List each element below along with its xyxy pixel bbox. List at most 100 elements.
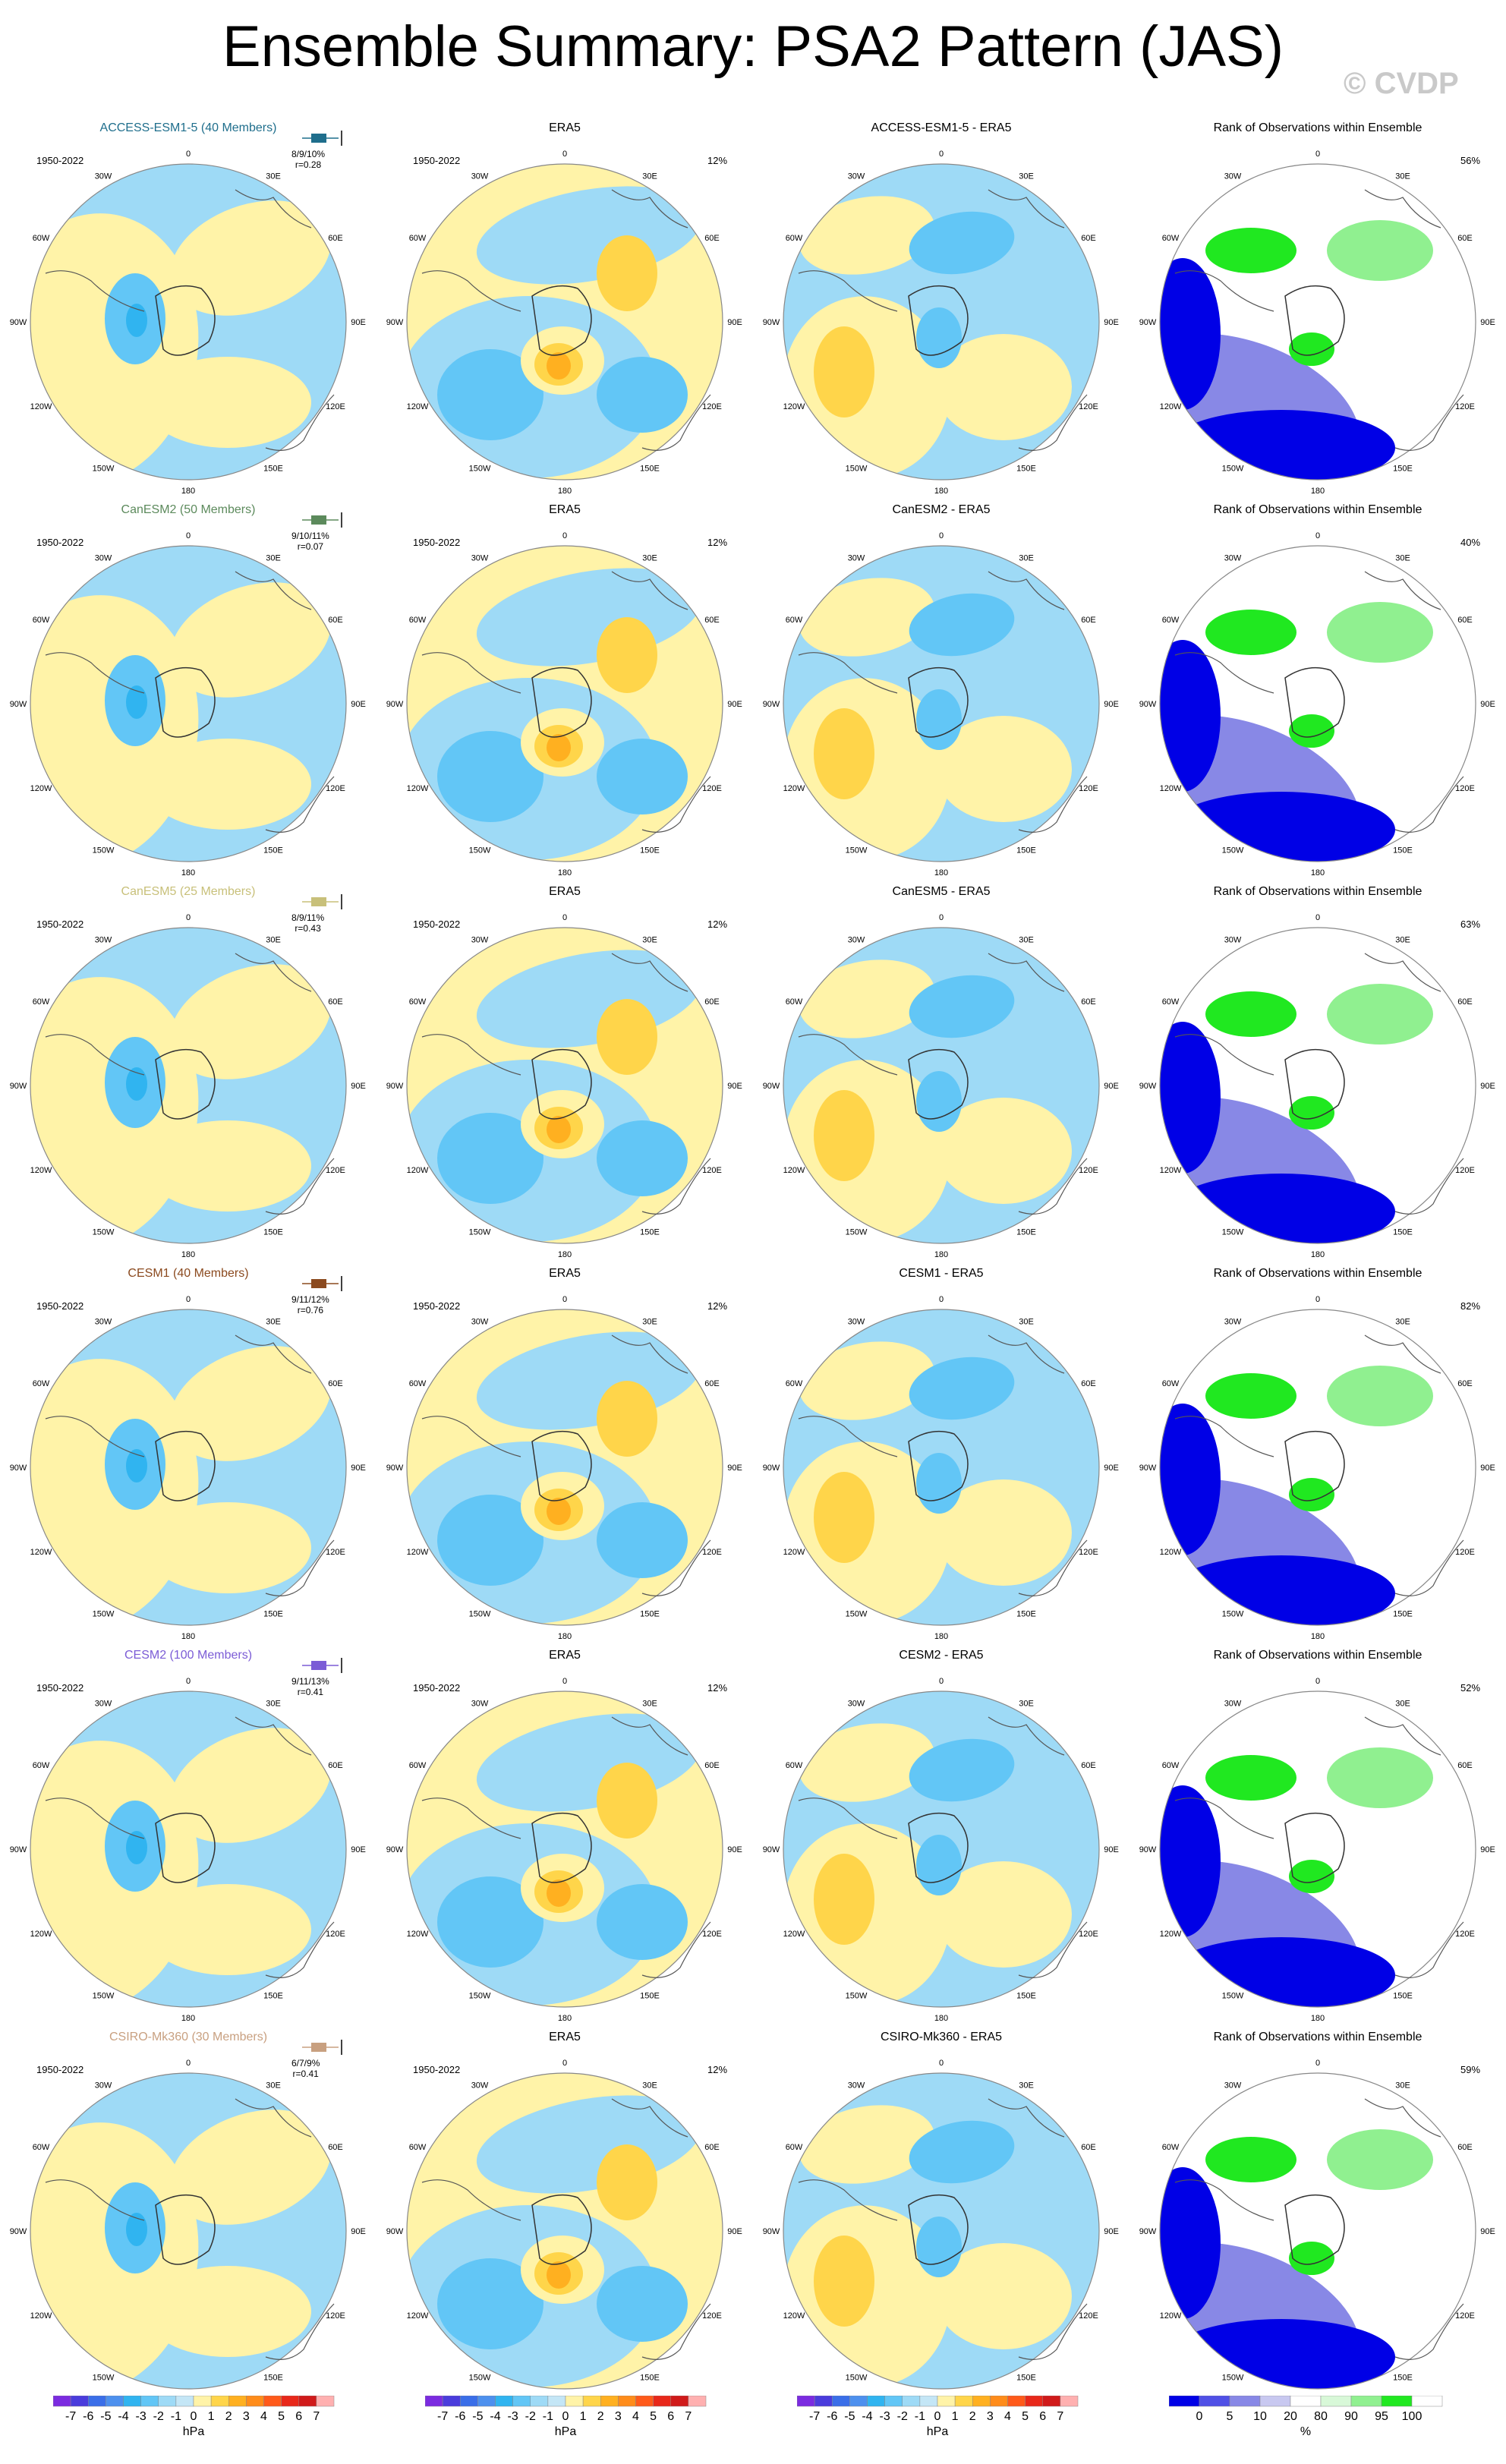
colorbar-tick-label: -2 [525, 2410, 536, 2423]
variance-pct: 6/7/9% [291, 2058, 320, 2069]
period-label: 1950-2022 [36, 2064, 84, 2075]
whisker-plot [302, 1658, 342, 1673]
lon-label: 90E [1480, 1082, 1495, 1091]
colorbar-swatch [140, 2396, 159, 2407]
colorbar-units: hPa [183, 2425, 205, 2438]
rank-panel: 030E60E90E120E150E180150W120W90W60W30WRa… [1130, 2031, 1506, 2412]
negative-anomaly [597, 1884, 688, 1960]
map-field [783, 546, 1099, 862]
lon-label: 30W [471, 1700, 489, 1709]
lon-label: 180 [558, 487, 572, 496]
map-field [407, 1691, 723, 2007]
lon-label: 0 [562, 913, 567, 922]
negative-anomaly [126, 2213, 147, 2246]
colorbar-swatch [582, 2396, 601, 2407]
lon-label: 120E [1455, 1548, 1475, 1557]
lon-label: 90W [1139, 1082, 1157, 1091]
lon-label: 120W [407, 1548, 429, 1557]
lon-label: 0 [1315, 2059, 1320, 2068]
lon-label: 60E [704, 1379, 720, 1388]
map-border [406, 1309, 723, 1626]
obs-panel: 030E60E90E120E150E180150W120W90W60W30WER… [376, 2031, 753, 2412]
antarctica-coastline [1284, 285, 1345, 356]
colorbar-tick-label: -3 [136, 2410, 147, 2423]
negative-anomaly [916, 307, 962, 368]
lon-label: 120W [1160, 402, 1182, 411]
lon-label: 90W [1139, 700, 1157, 709]
lon-label: 120E [326, 1166, 345, 1175]
lon-label: 180 [934, 1632, 948, 1641]
period-label: 1950-2022 [36, 155, 84, 166]
positive-anomaly [144, 357, 311, 448]
lon-label: 30E [1019, 1700, 1034, 1709]
map-field [30, 546, 346, 862]
colorbar-tick-label: -5 [100, 2410, 111, 2423]
map-border [1159, 1309, 1476, 1626]
map-field [783, 2073, 1099, 2389]
high-rank-region [1327, 1366, 1433, 1426]
lon-label: 150W [1222, 1991, 1244, 2000]
colorbar-swatch [600, 2396, 619, 2407]
lon-label: 30E [266, 1700, 281, 1709]
map-field [783, 1691, 1099, 2007]
colorbar-tick-label: -2 [897, 2410, 908, 2423]
lon-label: 60E [328, 997, 343, 1007]
negative-anomaly [126, 1831, 147, 1864]
rank-pct: 59% [1460, 2064, 1481, 2075]
colorbar-swatch [653, 2396, 671, 2407]
map-border [783, 1690, 1100, 2008]
lon-label: 120E [1455, 2311, 1475, 2321]
positive-anomaly [814, 1090, 874, 1181]
lon-label: 0 [1315, 1677, 1320, 1686]
lon-label: 150W [1222, 1227, 1244, 1237]
lon-label: 60W [33, 1379, 50, 1388]
high-rank-region [1289, 332, 1334, 366]
colorbar-swatch [797, 2396, 815, 2407]
low-rank-region [1167, 2319, 1395, 2389]
rank-field [1160, 1309, 1476, 1625]
colorbar-tick-label: 6 [295, 2410, 302, 2423]
africa-coastline [611, 571, 688, 610]
australia-coastline [265, 2303, 335, 2360]
lon-label: 90W [1139, 318, 1157, 327]
map-border [406, 163, 723, 481]
lon-label: 150E [263, 464, 283, 473]
south-america-coastline [1174, 1798, 1274, 1839]
colorbar-tick-label: 6 [667, 2410, 674, 2423]
lon-label: 0 [186, 531, 191, 540]
africa-coastline [988, 953, 1065, 992]
colorbar-tick-label: -7 [437, 2410, 448, 2423]
lon-label: 90E [351, 318, 366, 327]
variance-pct: 9/11/12% [291, 1294, 329, 1305]
diff-title: ACCESS-ESM1-5 - ERA5 [871, 121, 1012, 134]
lon-label: 90W [1139, 1464, 1157, 1473]
colorbar-tick-label: 10 [1253, 2410, 1267, 2423]
diff-panel: 0 30E 60E 90E 120E 150E 180 150W 120W 90W 60W 30W Ca… [753, 503, 1130, 884]
colorbar-swatch [175, 2396, 194, 2407]
rank-field [1160, 164, 1476, 480]
colorbar-swatch [1042, 2396, 1061, 2407]
colorbar-tick-label: 5 [650, 2410, 657, 2423]
map-border [1159, 163, 1476, 481]
lon-label: 60E [1457, 2143, 1473, 2152]
map-border [406, 927, 723, 1244]
map-border [1159, 927, 1476, 1244]
lon-label: 30W [1224, 1318, 1242, 1327]
lon-label: 150E [1393, 2373, 1413, 2382]
lon-label: 0 [562, 2059, 567, 2068]
colorbar-tick-label: 4 [632, 2410, 639, 2423]
obs-title: ERA5 [549, 1649, 581, 1662]
colorbar-tick-label: -6 [455, 2410, 465, 2423]
lon-label: 90E [1104, 2227, 1119, 2236]
lon-label: 120W [783, 2311, 805, 2321]
whisker-plot [302, 512, 342, 528]
variance-pct: 9/11/13% [291, 1676, 329, 1687]
rank-field [1160, 546, 1476, 862]
lon-label: 60W [786, 616, 803, 625]
lon-label: 30W [95, 2081, 112, 2091]
colorbar-tick-label: 1 [580, 2410, 587, 2423]
colorbar-tick-label: -6 [83, 2410, 93, 2423]
